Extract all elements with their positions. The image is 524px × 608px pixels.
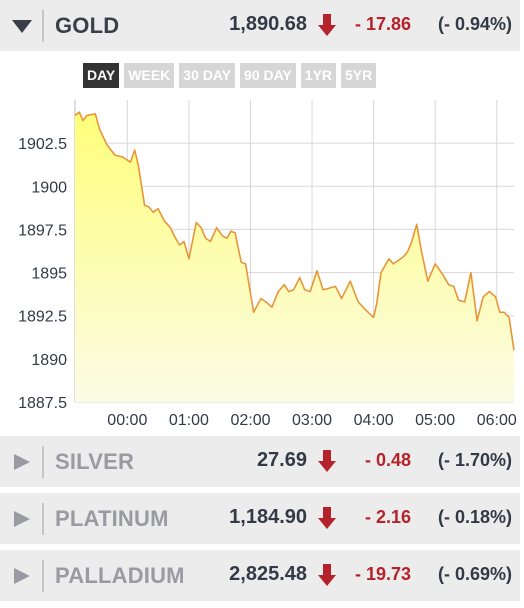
gold-price-chart: 1902.5 1900 1897.5 1895 1892.5 1890 1887.5 00:0… [18,100,517,429]
range-1yr-button[interactable]: 1YR [300,63,337,88]
metal-row-platinum[interactable]: PLATINUM 1,184.90 - 2.16 (- 0.18%) [0,493,520,544]
down-arrow-icon [318,507,336,529]
range-selector: DAY WEEK 30 DAY 90 DAY 1YR 5YR [83,63,377,88]
metal-name: GOLD [55,13,120,38]
price-change: - 19.73 [354,564,411,584]
price-change: - 17.86 [354,14,411,34]
down-arrow-icon [318,14,336,36]
row-separator [42,10,44,42]
x-tick-label: 06:00 [477,412,517,429]
y-tick-label: 1902.5 [18,136,67,153]
metal-price: 27.69 [256,449,307,471]
expand-triangle-icon[interactable] [10,509,34,529]
y-tick-label: 1892.5 [18,309,67,326]
down-arrow-icon [318,564,336,586]
range-5yr-button[interactable]: 5YR [341,63,377,88]
metal-name: PLATINUM [55,506,169,531]
expand-triangle-icon[interactable] [10,566,34,586]
metal-price: 2,825.48 [229,563,307,585]
x-tick-label: 02:00 [230,412,270,429]
metal-row-silver[interactable]: SILVER 27.69 - 0.48 (- 1.70%) [0,436,520,487]
x-tick-label: 01:00 [169,412,209,429]
price-series-line [74,111,515,351]
expand-triangle-icon[interactable] [10,452,34,472]
x-tick-label: 05:00 [415,412,455,429]
price-change: - 0.48 [364,450,411,470]
metal-row-palladium[interactable]: PALLADIUM 2,825.48 - 19.73 (- 0.69%) [0,550,520,601]
range-90day-button[interactable]: 90 DAY [240,63,296,88]
row-separator [42,503,44,535]
x-tick-label: 04:00 [354,412,394,429]
y-tick-label: 1890 [31,352,67,369]
metal-price: 1,184.90 [229,506,307,528]
metal-price: 1,890.68 [229,13,307,35]
x-tick-label: 00:00 [107,412,147,429]
percent-change: (- 0.69%) [437,564,512,584]
metal-name: PALLADIUM [55,563,185,588]
range-week-button[interactable]: WEEK [124,63,175,88]
price-area-fill [75,112,514,402]
x-tick-label: 03:00 [292,412,332,429]
metal-name: SILVER [55,449,135,474]
y-tick-label: 1900 [31,179,67,196]
row-separator [42,446,44,478]
metal-row-gold[interactable]: GOLD 1,890.68 - 17.86 (- 0.94%) [0,0,520,51]
y-tick-label: 1895 [31,266,67,283]
percent-change: (- 0.94%) [437,14,512,34]
y-tick-label: 1887.5 [18,395,67,412]
price-change: - 2.16 [364,507,411,527]
range-30day-button[interactable]: 30 DAY [179,63,236,88]
collapse-triangle-icon[interactable] [10,16,34,36]
y-tick-label: 1897.5 [18,222,67,239]
percent-change: (- 1.70%) [437,450,512,470]
range-day-button[interactable]: DAY [83,63,120,88]
percent-change: (- 0.18%) [437,507,512,527]
down-arrow-icon [318,450,336,472]
row-separator [42,560,44,592]
